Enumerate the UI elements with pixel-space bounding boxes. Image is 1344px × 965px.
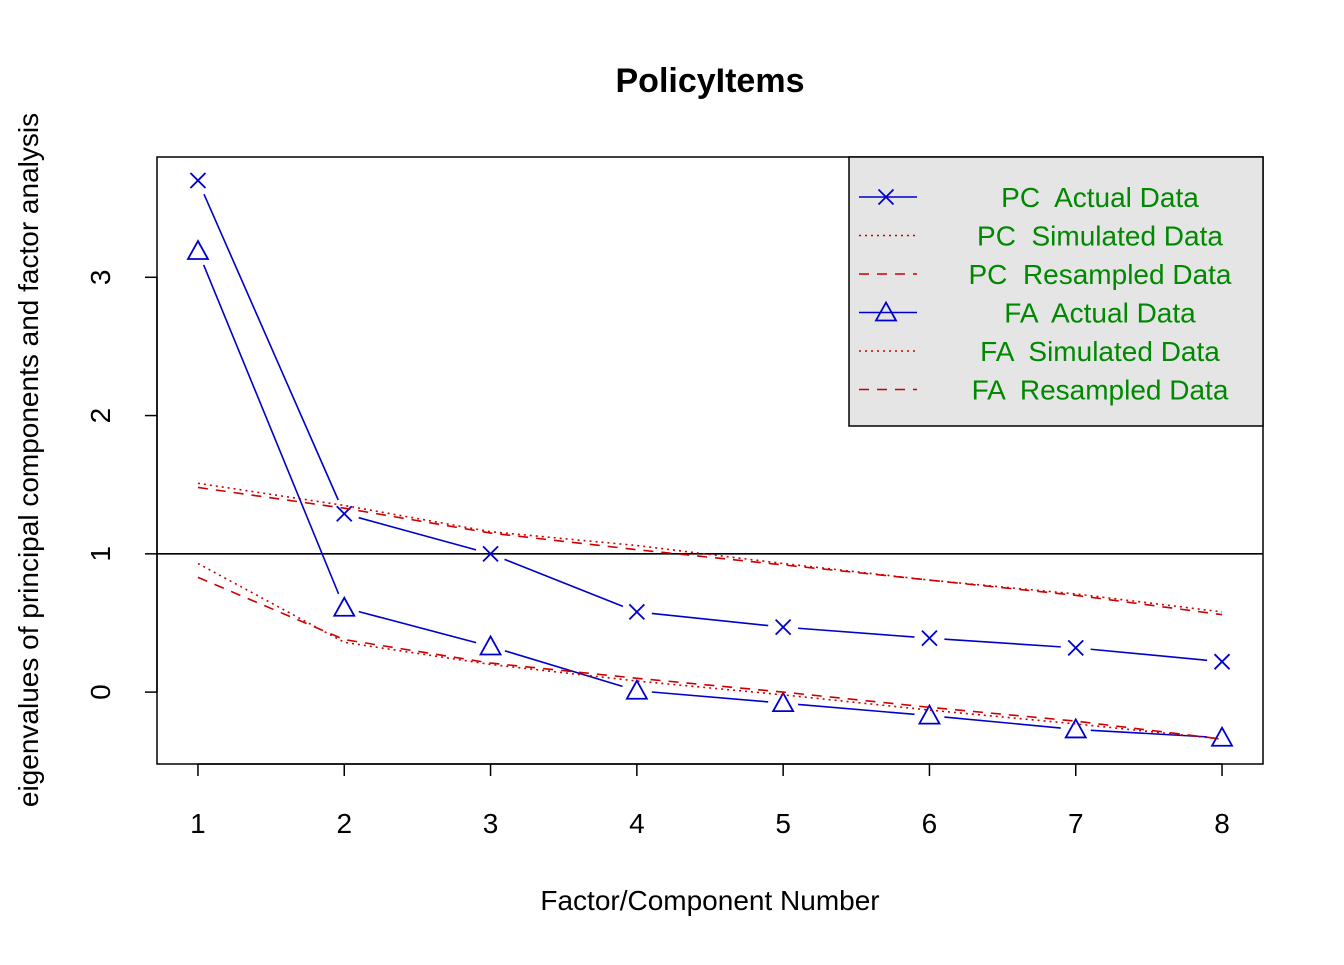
legend-swatch-marker bbox=[874, 300, 898, 322]
marker-stroke bbox=[775, 618, 792, 636]
series-segment bbox=[944, 716, 1061, 729]
legend-entry: FA Simulated Data bbox=[859, 336, 1220, 367]
data-point bbox=[628, 603, 645, 621]
marker-stroke bbox=[1067, 639, 1084, 656]
x-tick-label: 5 bbox=[775, 808, 791, 839]
series-fa-dotted-none bbox=[197, 562, 1223, 740]
legend-label: PC Actual Data bbox=[1001, 182, 1199, 213]
y-tick-label: 3 bbox=[85, 270, 116, 286]
data-point bbox=[775, 618, 792, 636]
x-tick-label: 3 bbox=[483, 808, 499, 839]
y-tick-label: 0 bbox=[85, 684, 116, 700]
x-axis-label: Factor/Component Number bbox=[540, 885, 879, 916]
data-point bbox=[1064, 717, 1088, 739]
data-point bbox=[625, 678, 649, 700]
marker-stroke bbox=[189, 172, 207, 189]
legend-label: FA Resampled Data bbox=[972, 375, 1229, 406]
x-tick-label: 4 bbox=[629, 808, 645, 839]
marker-stroke bbox=[877, 188, 895, 206]
series-line bbox=[197, 482, 1223, 613]
data-point bbox=[1210, 725, 1234, 747]
legend-entry: PC Resampled Data bbox=[859, 259, 1232, 290]
legend-label: FA Actual Data bbox=[1004, 298, 1196, 329]
x-tick-label: 2 bbox=[336, 808, 352, 839]
series-segment bbox=[504, 650, 623, 688]
series-segment bbox=[504, 558, 624, 608]
legend-label: PC Simulated Data bbox=[977, 221, 1223, 252]
x-tick-label: 6 bbox=[922, 808, 938, 839]
y-tick-label: 1 bbox=[85, 546, 116, 562]
series-line bbox=[197, 562, 1223, 740]
series-segment bbox=[944, 638, 1061, 648]
series-segment bbox=[203, 193, 339, 501]
legend: PC Actual Data PC Simulated Data PC Resamp… bbox=[848, 156, 1264, 427]
legend-entry: PC Simulated Data bbox=[859, 221, 1223, 252]
x-tick-label: 7 bbox=[1068, 808, 1084, 839]
legend-label: PC Resampled Data bbox=[968, 259, 1231, 290]
series-segment bbox=[798, 627, 915, 638]
data-point bbox=[332, 595, 356, 617]
legend-entry: FA Resampled Data bbox=[859, 375, 1229, 406]
series-segment bbox=[358, 610, 477, 644]
marker-stroke bbox=[628, 603, 645, 621]
x-tick-label: 8 bbox=[1214, 808, 1230, 839]
legend-entry: PC Actual Data bbox=[859, 182, 1199, 213]
legend-label: FA Simulated Data bbox=[980, 336, 1220, 367]
marker-stroke bbox=[1213, 653, 1231, 670]
series-segment bbox=[798, 703, 915, 716]
series-segment bbox=[651, 691, 769, 703]
data-point bbox=[1067, 639, 1084, 656]
series-segment bbox=[1090, 648, 1208, 662]
data-point bbox=[189, 172, 207, 189]
chart-title: PolicyItems bbox=[616, 62, 805, 100]
series-segment bbox=[651, 612, 769, 627]
series-pc-dotted-none bbox=[197, 482, 1223, 613]
marker-stroke bbox=[921, 630, 938, 647]
legend-entry: FA Actual Data bbox=[859, 298, 1196, 329]
series-line bbox=[197, 576, 1223, 740]
y-tick-label: 2 bbox=[85, 408, 116, 424]
legend-box bbox=[848, 156, 1264, 427]
x-tick-label: 1 bbox=[190, 808, 206, 839]
series-pc-solid-x bbox=[189, 172, 1231, 670]
data-point bbox=[917, 703, 941, 725]
data-point bbox=[482, 545, 499, 562]
data-point bbox=[479, 634, 503, 656]
data-point bbox=[771, 691, 795, 713]
plot-layer: 1 2 3 4 5 6 7 8 0 1 2 3 bbox=[85, 156, 1264, 839]
legend-swatch-marker bbox=[877, 188, 895, 206]
data-point bbox=[921, 630, 938, 647]
data-point bbox=[186, 239, 210, 260]
series-segment bbox=[202, 264, 340, 595]
series-segment bbox=[358, 516, 477, 551]
data-point bbox=[1213, 653, 1231, 670]
series-fa-solid-triangle bbox=[186, 239, 1234, 747]
series-fa-dashed-none bbox=[197, 576, 1223, 740]
marker-stroke bbox=[482, 545, 499, 562]
y-axis-label: eigenvalues of principal components and … bbox=[13, 113, 44, 807]
